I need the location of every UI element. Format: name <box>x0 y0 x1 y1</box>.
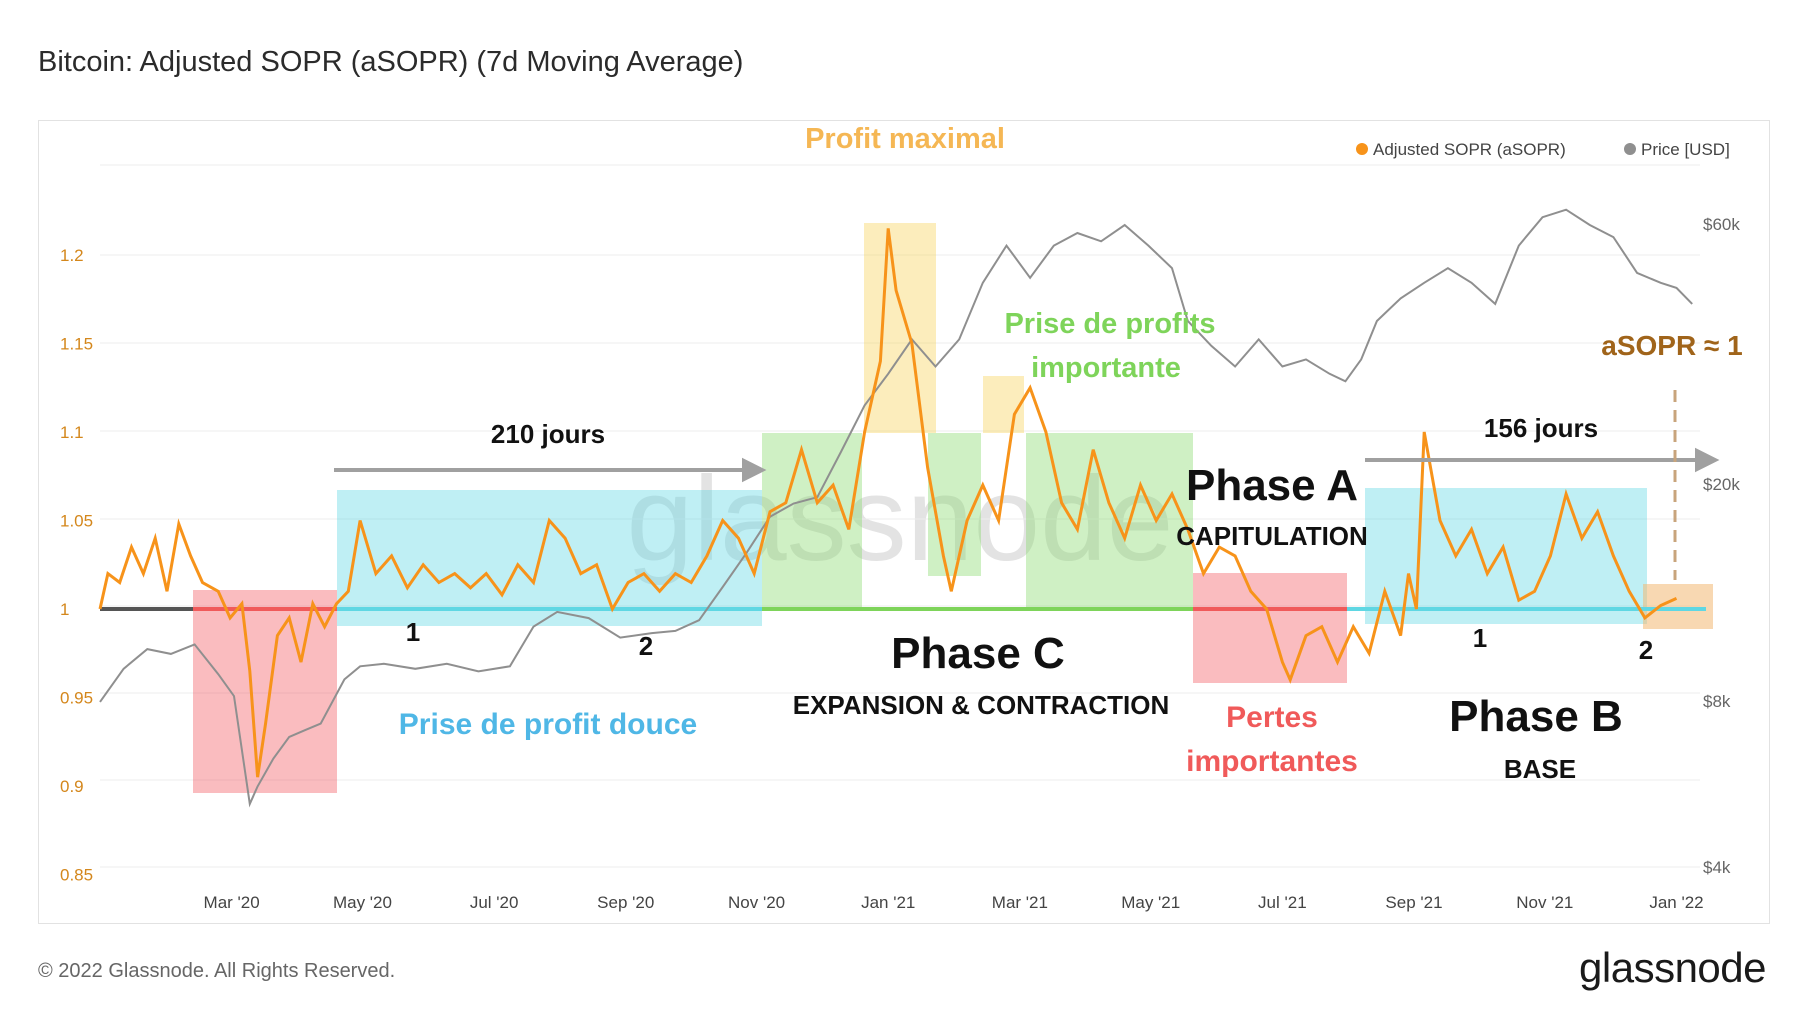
legend-price[interactable]: Price [USD] <box>1641 140 1730 159</box>
right-tick: $20k <box>1703 475 1740 494</box>
left-tick: 0.9 <box>60 777 84 796</box>
x-tick: Jul '20 <box>470 893 519 912</box>
x-tick: May '21 <box>1121 893 1180 912</box>
annotation-210-jours: 210 jours <box>491 419 605 449</box>
x-tick: Jul '21 <box>1258 893 1307 912</box>
left-tick: 0.85 <box>60 866 93 885</box>
left-tick: 1.1 <box>60 423 84 442</box>
annotation-base: BASE <box>1504 754 1576 784</box>
x-tick: Mar '20 <box>204 893 260 912</box>
annotation-phase-a: Phase A <box>1186 461 1358 510</box>
legend: Adjusted SOPR (aSOPR) Price [USD] <box>1356 140 1730 159</box>
left-tick: 1.15 <box>60 335 93 354</box>
left-tick: 1.05 <box>60 512 93 531</box>
annotation-expansion: EXPANSION & CONTRACTION <box>793 690 1170 720</box>
left-tick: 1 <box>60 600 69 619</box>
yellow-zone-1 <box>864 223 936 433</box>
annotation-asopr: aSOPR ≈ 1 <box>1601 330 1742 361</box>
brand-logo[interactable]: glassnode <box>1579 944 1766 991</box>
asopr-series-line <box>98 228 1678 778</box>
annotation-phase-c: Phase C <box>891 629 1065 678</box>
annotation-pertes-2: importantes <box>1186 745 1358 778</box>
x-tick: Mar '21 <box>992 893 1048 912</box>
x-tick: Nov '21 <box>1516 893 1573 912</box>
arrow-210 <box>334 457 767 483</box>
left-tick: 0.95 <box>60 689 93 708</box>
blue-zone-2020 <box>337 490 762 626</box>
marker-2-2021: 2 <box>1639 635 1653 665</box>
red-zone-2020 <box>193 590 337 793</box>
annotation-prise-profit-douce: Prise de profit douce <box>399 708 697 741</box>
x-tick: Jan '21 <box>861 893 915 912</box>
x-tick: May '20 <box>333 893 392 912</box>
marker-2-2020: 2 <box>639 631 653 661</box>
right-tick: $60k <box>1703 215 1740 234</box>
plot-frame <box>38 120 1770 924</box>
right-tick: $4k <box>1703 858 1731 877</box>
copyright: © 2022 Glassnode. All Rights Reserved. <box>38 960 396 982</box>
x-tick: Sep '20 <box>597 893 654 912</box>
yellow-zone-2 <box>983 376 1024 433</box>
chart-title: Bitcoin: Adjusted SOPR (aSOPR) (7d Movin… <box>38 46 744 78</box>
x-tick: Sep '21 <box>1385 893 1442 912</box>
legend-asopr[interactable]: Adjusted SOPR (aSOPR) <box>1373 140 1566 159</box>
orange-zone <box>1643 584 1713 629</box>
annotation-prise-profits-2: importante <box>1031 352 1181 384</box>
right-tick: $8k <box>1703 692 1731 711</box>
annotation-pertes-1: Pertes <box>1226 701 1318 734</box>
left-tick: 1.2 <box>60 246 84 265</box>
marker-1-2020: 1 <box>406 617 420 647</box>
x-tick: Nov '20 <box>728 893 785 912</box>
annotation-156-jours: 156 jours <box>1484 413 1598 443</box>
legend-dot-price <box>1624 143 1636 155</box>
arrow-156 <box>1365 447 1720 473</box>
annotation-profit-maximal: Profit maximal <box>805 123 1005 155</box>
legend-dot-asopr <box>1356 143 1368 155</box>
grid <box>100 164 1700 868</box>
annotation-phase-b: Phase B <box>1449 692 1623 741</box>
annotation-prise-profits-1: Prise de profits <box>1004 308 1215 340</box>
green-zone-2 <box>928 433 981 576</box>
x-tick: Jan '22 <box>1649 893 1703 912</box>
annotation-capitulation: CAPITULATION <box>1176 521 1368 551</box>
marker-1-2021: 1 <box>1473 623 1487 653</box>
